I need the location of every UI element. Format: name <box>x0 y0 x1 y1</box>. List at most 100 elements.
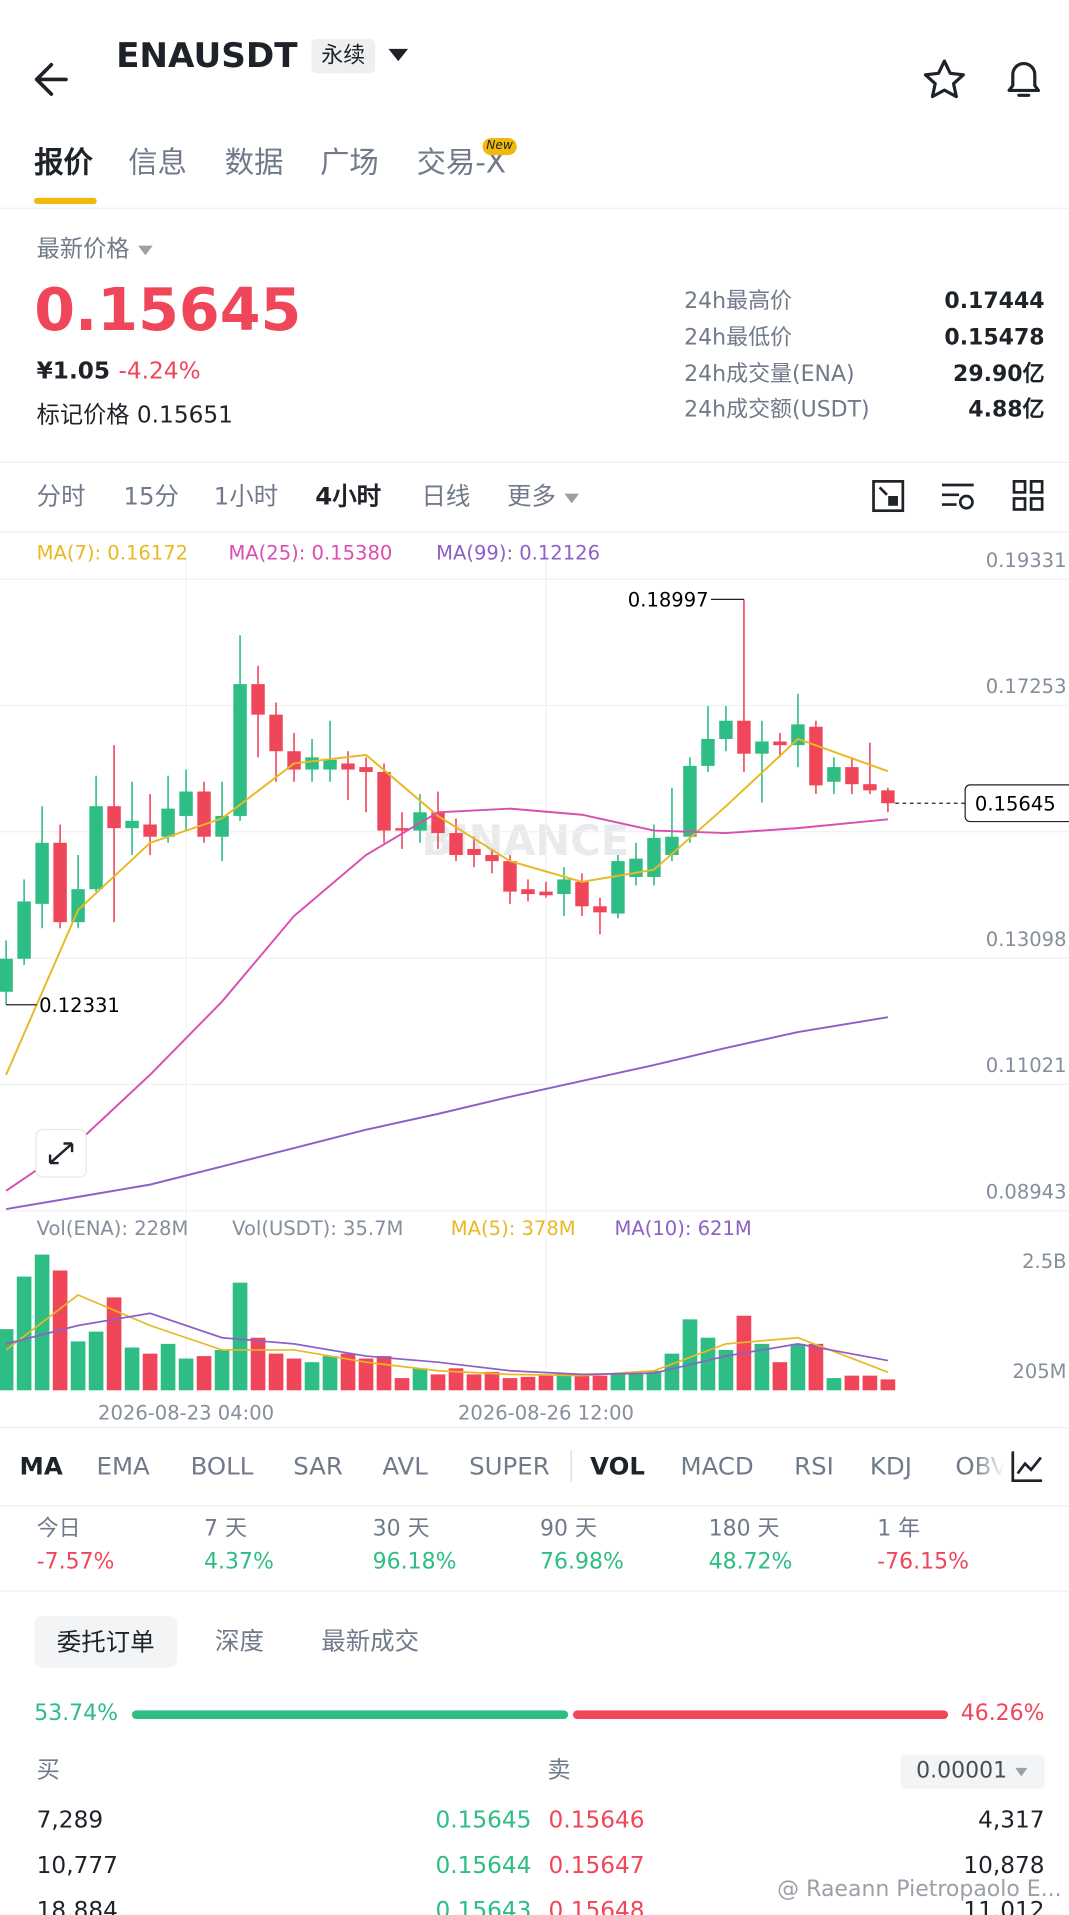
indicator[interactable]: SAR <box>293 1451 343 1481</box>
volume-bar <box>214 1349 230 1391</box>
volume-bar <box>520 1376 536 1391</box>
symbol-dropdown[interactable] <box>387 46 409 63</box>
candle-body <box>17 901 31 959</box>
bid-qty: 10,777 <box>36 1852 118 1879</box>
candle-body <box>773 741 787 746</box>
back-button[interactable] <box>29 59 78 101</box>
volume-bar <box>862 1375 878 1391</box>
interval[interactable]: 分时 <box>36 481 86 511</box>
indicator[interactable]: MA <box>19 1451 63 1481</box>
indicator[interactable]: OBV <box>955 1453 1005 1479</box>
price-type[interactable]: 最新价格 <box>37 238 154 261</box>
ratio-bar <box>131 1710 949 1719</box>
ma-line <box>5 1016 889 1211</box>
candle-body <box>71 889 85 923</box>
volume-bar <box>16 1276 32 1391</box>
bid-qty: 18,884 <box>36 1897 118 1915</box>
volume-bar <box>376 1356 392 1391</box>
volume-ma-line <box>5 1312 889 1376</box>
volume-bar <box>394 1378 410 1391</box>
tab[interactable]: 信息 <box>128 145 187 180</box>
ask-ratio-bar <box>572 1710 949 1719</box>
interval[interactable]: 1小时 <box>213 481 279 511</box>
period-label: 30 天 <box>372 1516 430 1542</box>
legend-entry: MA(25): 0.15380 <box>228 542 392 565</box>
candle-body <box>197 791 211 837</box>
interval[interactable]: 日线 <box>421 481 471 511</box>
indicator[interactable]: AVL <box>382 1451 428 1481</box>
volume-bar <box>142 1353 158 1391</box>
interval[interactable]: 15分 <box>123 481 179 511</box>
volume-bar <box>88 1331 104 1391</box>
legend-entry: MA(99): 0.12126 <box>436 542 600 565</box>
mark-price: 标记价格 0.15651 <box>37 404 233 427</box>
order-tab[interactable]: 最新成交 <box>321 1626 420 1656</box>
symbol: ENAUSDT <box>116 35 298 76</box>
candle-body <box>737 720 751 754</box>
volume-bar <box>502 1378 518 1391</box>
legend-entry: MA(5): 378M <box>451 1217 576 1240</box>
high-label: 0.18997 <box>628 589 709 612</box>
period-change: 48.72% <box>708 1549 793 1575</box>
chart-settings-button[interactable] <box>939 479 976 513</box>
interval[interactable]: 更多 <box>507 484 581 508</box>
volume-bar <box>232 1282 248 1391</box>
interval-label: 更多 <box>507 481 556 511</box>
tab[interactable]: 报价 <box>34 145 93 180</box>
chart-type-button[interactable] <box>871 479 905 513</box>
sell-label: 卖 <box>547 1756 571 1784</box>
volume-bar <box>682 1319 698 1391</box>
ask-qty: 4,317 <box>978 1806 1045 1834</box>
period-label: 今日 <box>36 1516 81 1542</box>
volume-ma-line <box>5 1293 889 1377</box>
candle-body <box>881 790 895 804</box>
volume-bar <box>880 1379 896 1391</box>
favorite-button[interactable] <box>921 57 967 101</box>
volume-bar <box>0 1329 14 1391</box>
ma-line <box>5 807 889 1192</box>
period-change: -7.57% <box>36 1549 115 1575</box>
tick-size-selector[interactable]: 0.00001 <box>900 1754 1045 1789</box>
candle-body <box>269 714 283 752</box>
order-tab[interactable]: 委托订单 <box>34 1616 178 1668</box>
y-tick-label: 0.17253 <box>986 675 1067 698</box>
tab[interactable]: 数据 <box>224 145 284 180</box>
indicator[interactable]: VOL <box>590 1451 645 1481</box>
indicator[interactable]: BOLL <box>190 1451 254 1481</box>
volume-bar <box>412 1368 428 1391</box>
volume-bar <box>250 1337 266 1391</box>
legend-entry: Vol(USDT): 35.7M <box>232 1217 403 1240</box>
interval[interactable]: 4小时 <box>315 481 382 511</box>
indicator[interactable]: MACD <box>680 1451 754 1481</box>
volume-bar <box>790 1343 806 1391</box>
indicator-settings[interactable] <box>1009 1447 1046 1485</box>
volume-bar <box>754 1343 770 1391</box>
divider <box>0 1505 1069 1507</box>
layout-button[interactable] <box>1012 479 1046 513</box>
volume-bar <box>178 1358 194 1391</box>
period-label: 180 天 <box>708 1516 780 1542</box>
order-tab[interactable]: 深度 <box>215 1626 264 1656</box>
legend-entry: Vol(ENA): 228M <box>37 1217 189 1240</box>
indicator[interactable]: EMA <box>96 1451 150 1481</box>
divider <box>0 461 1069 464</box>
candle-body <box>233 684 247 816</box>
ma-line <box>5 737 889 1076</box>
indicator[interactable]: RSI <box>794 1451 834 1481</box>
ask-qty: 10,878 <box>963 1852 1045 1879</box>
candle-body <box>845 767 859 785</box>
alert-button[interactable] <box>1002 56 1046 102</box>
ask-price: 0.15646 <box>548 1806 645 1834</box>
indicator[interactable]: SUPER <box>469 1451 550 1481</box>
fullscreen-button[interactable] <box>35 1128 87 1178</box>
x-tick-label: 2026-08-26 12:00 <box>458 1402 634 1425</box>
indicator[interactable]: KDJ <box>869 1451 912 1481</box>
candle-body <box>125 820 139 829</box>
low-label: 0.12331 <box>39 994 120 1017</box>
stat-label: 24h最低价 <box>684 324 793 351</box>
tab[interactable]: 广场 <box>320 145 379 180</box>
watermark: @ Raeann Pietropaolo E... <box>777 1876 1062 1903</box>
price-type-label: 最新价格 <box>36 235 130 263</box>
candle-body <box>575 881 589 907</box>
legend-entry: MA(7): 0.16172 <box>37 542 188 565</box>
